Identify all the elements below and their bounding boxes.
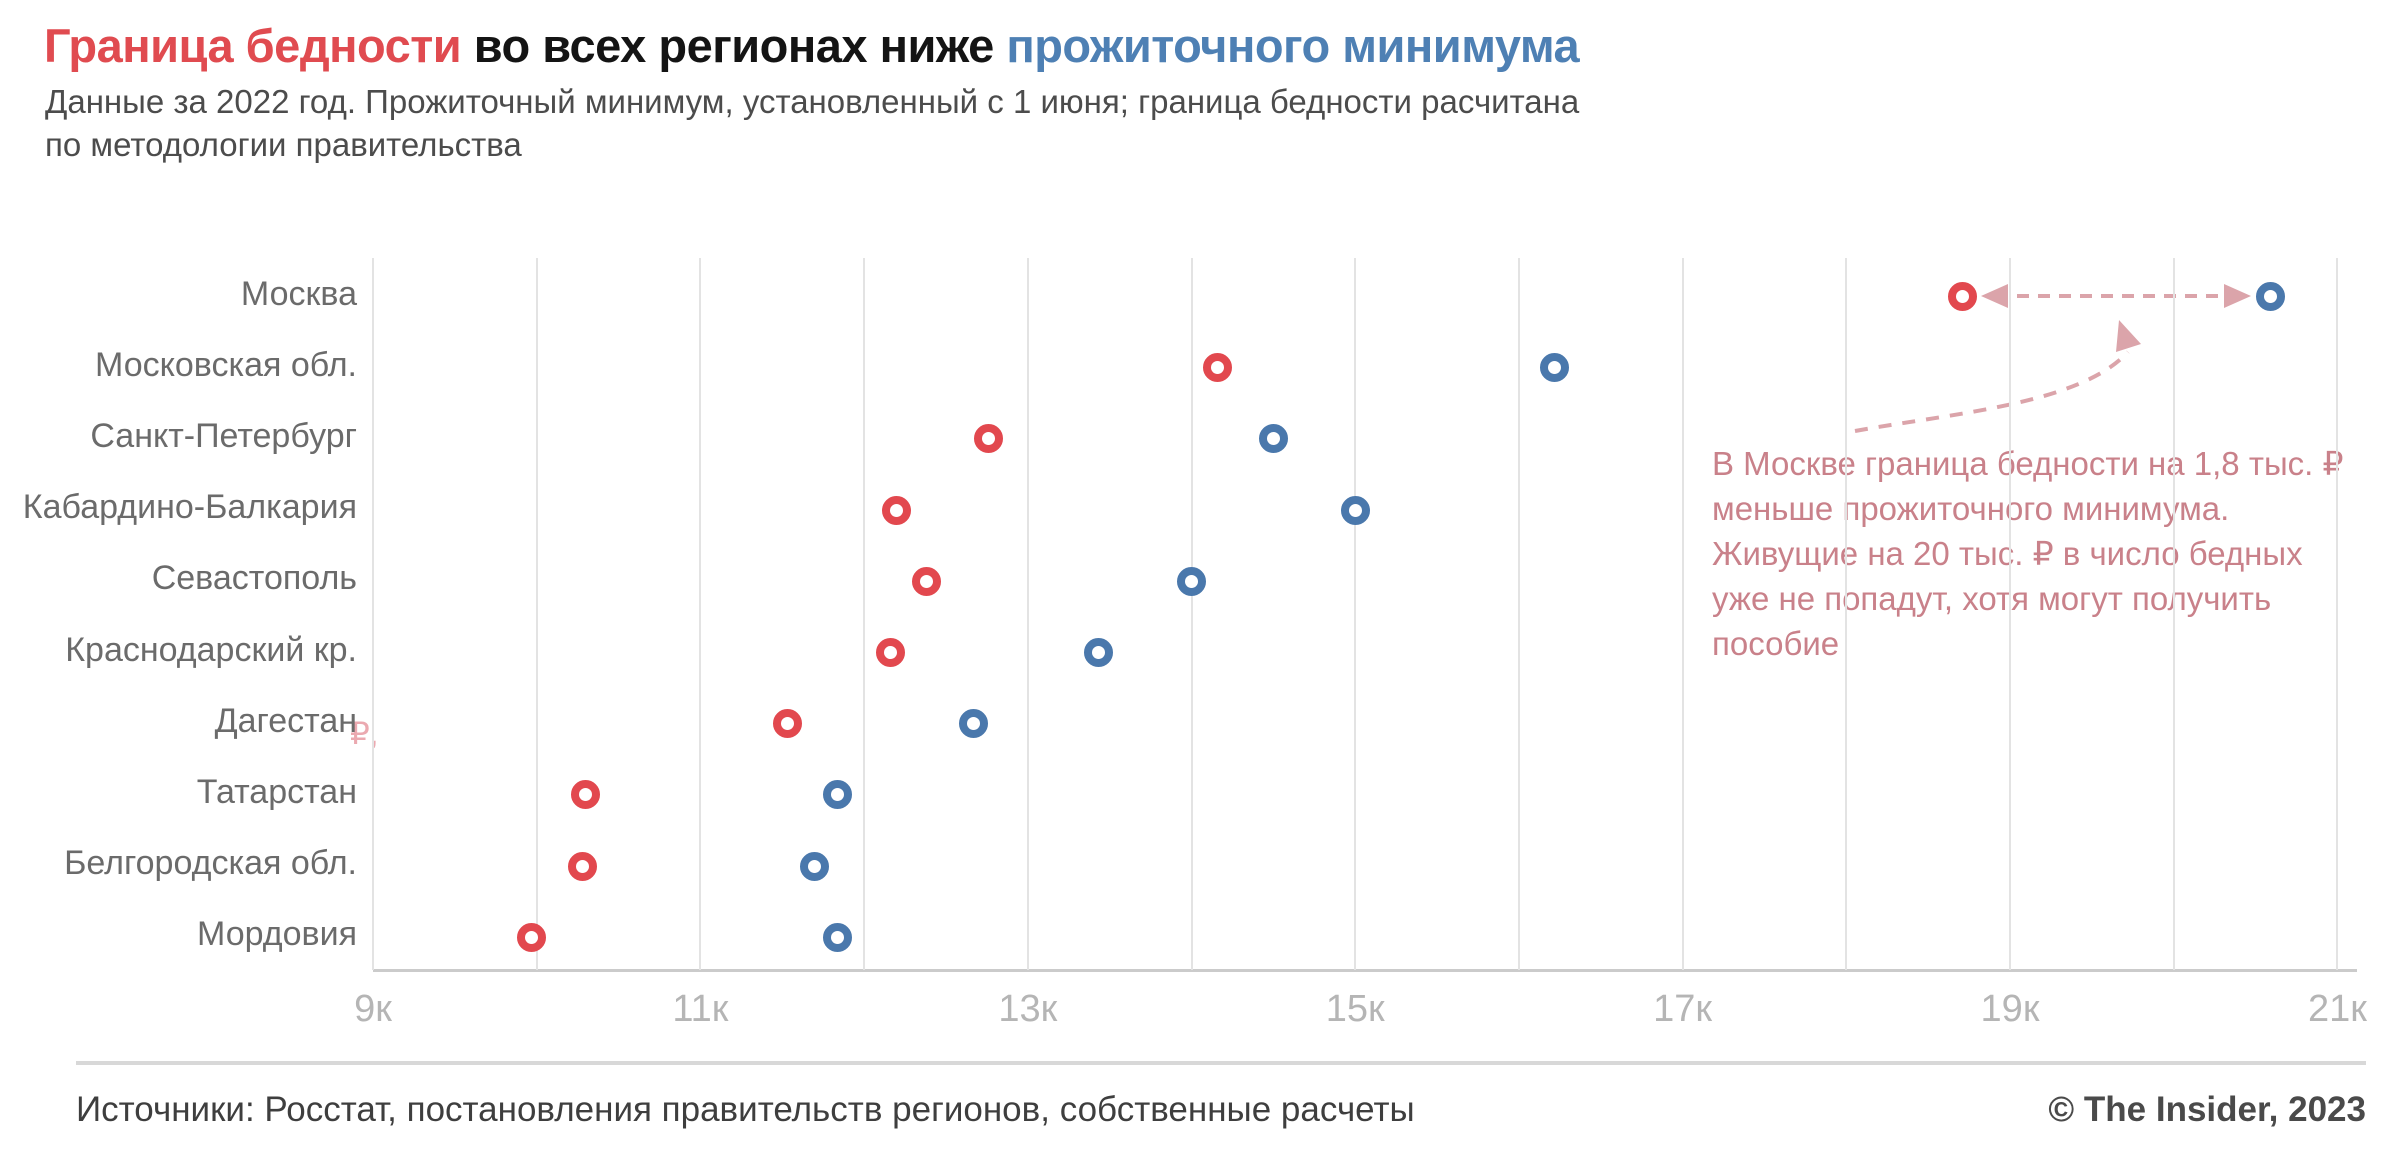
x-tick-label-11k: 11к [672,988,729,1030]
subtitle-line-2: по методологии правительства [45,126,522,163]
gridline-14k [1190,258,1193,970]
poverty-line-dot [571,780,601,810]
x-tick-label-9k: 9к [354,988,392,1030]
gap-arrow-head-left [1981,284,2008,308]
footer-sources: Источники: Росстат, постановления правит… [76,1090,1415,1129]
footer-separator [76,1061,2366,1065]
gap-arrow-head-right [2224,284,2251,308]
annotation-line-3: Живущие на 20 тыс. ₽ в число бедных [1712,535,2303,572]
y-axis-label-region: Москва [240,274,357,313]
annotation-line-1: В Москве граница бедности на 1,8 тыс. ₽ [1712,445,2344,482]
gridline-11k [699,258,702,970]
subsistence-minimum-dot [1083,638,1113,667]
subtitle-line-1: Данные за 2022 год. Прожиточный минимум,… [45,83,1580,120]
page-title: Граница бедности во всех регионах ниже п… [44,18,1580,73]
y-axis-label-region: Санкт-Петербург [90,416,357,455]
gridline-16k [1517,258,1520,970]
title-segment-subsistence-minimum: прожиточного минимума [1006,19,1580,72]
poverty-line-dot [911,566,941,596]
gridline-13k [1026,258,1029,970]
x-tick-label-13k: 13к [998,988,1058,1030]
subtitle: Данные за 2022 год. Прожиточный минимум,… [45,80,1579,166]
subsistence-minimum-dot [1177,566,1206,596]
y-axis-label-region: Краснодарский кр. [65,630,357,669]
annotation-curve-arrow-head [2116,320,2141,352]
gridline-21k [2336,258,2339,970]
title-segment-poverty-line: Граница бедности [44,19,462,72]
y-axis-label-region: Кабардино-Балкария [22,488,357,527]
annotation-curve-arrow [1854,350,2130,433]
y-axis-label-region: Дагестан [214,701,357,740]
gridline-17k [1681,258,1684,970]
subsistence-minimum-dot [1340,495,1370,525]
y-axis-label-region: Мордовия [197,915,357,954]
subsistence-minimum-dot [2255,282,2285,311]
poverty-line-dot [568,851,598,881]
annotation-line-2: меньше прожиточного минимума. [1712,490,2230,527]
poverty-line-dot [882,495,912,525]
chart-annotation: В Москве граница бедности на 1,8 тыс. ₽ м… [1712,441,2344,666]
poverty-line-dot [517,922,547,952]
x-tick-label-17k: 17к [1653,988,1713,1030]
gridline-10k [535,258,538,970]
x-tick-label-21k: 21к [2307,988,2367,1030]
title-segment-middle: во всех регионах ниже [461,19,1007,72]
subsistence-minimum-dot [959,709,989,739]
subsistence-minimum-dot [800,851,830,881]
x-tick-label-15k: 15к [1325,988,1385,1030]
footer-copyright: © The Insider, 2023 [2048,1090,2366,1129]
gridline-20k [2172,258,2175,970]
poverty-line-dot [875,638,905,667]
annotation-line-5: пособие [1712,625,1840,662]
gridline-12k [863,258,866,970]
gridline-9k [372,258,374,970]
subsistence-minimum-dot [823,922,853,952]
annotation-line-4: уже не попадут, хотя могут получить [1712,580,2272,617]
subsistence-minimum-dot [1258,424,1288,454]
gridline-18k [1845,258,1848,970]
y-axis-label-region: Белгородская обл. [64,844,357,883]
gridline-15k [1354,258,1357,970]
y-axis-label-region: Татарстан [196,772,357,811]
poverty-line-dot [1948,282,1978,311]
subsistence-minimum-dot [1540,353,1570,383]
poverty-line-dot [974,424,1003,454]
y-axis-label-region: Севастополь [151,559,357,598]
poverty-line-dot [772,709,802,739]
x-tick-label-19k: 19к [1980,988,2040,1030]
y-axis-label-region: Московская обл. [95,345,357,384]
gridline-19k [2009,258,2011,970]
x-axis-line [373,969,2357,972]
poverty-line-dot [1203,353,1233,383]
subsistence-minimum-dot [823,780,853,810]
